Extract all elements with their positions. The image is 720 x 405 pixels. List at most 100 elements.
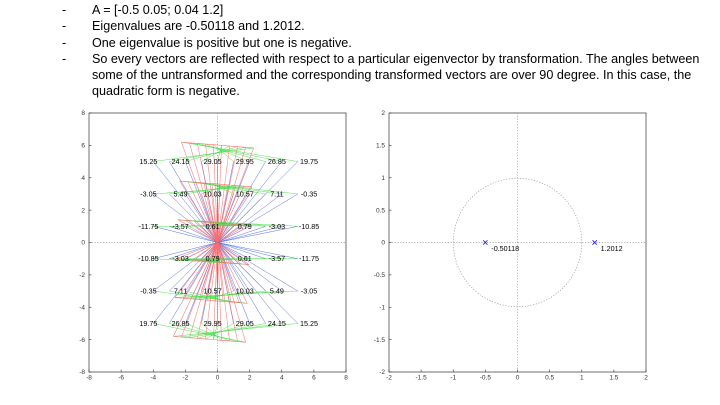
transformed-row-link <box>195 181 204 184</box>
transformed-row-link <box>194 220 203 223</box>
transformed-row-link <box>234 224 243 226</box>
transformed-row-link <box>202 221 211 223</box>
connector-line <box>197 143 266 162</box>
connector-line <box>185 323 230 342</box>
quadratic-value-label: 5.49 <box>174 189 188 198</box>
connector-line <box>153 147 254 162</box>
y-tick-label: 6 <box>81 143 85 150</box>
y-tick-label: -1.5 <box>374 337 386 344</box>
y-tick-label: 0 <box>381 240 385 247</box>
transformed-vector <box>178 219 218 243</box>
transformed-row-link <box>216 261 225 263</box>
transformed-row-link <box>231 301 240 304</box>
quadratic-value-label: 0.79 <box>238 222 252 231</box>
connector-line <box>197 323 250 339</box>
original-vector <box>153 161 218 243</box>
quadratic-value-label: -11.75 <box>299 254 319 263</box>
transformed-vector <box>174 242 218 298</box>
quadratic-value-label: -3.57 <box>172 222 188 231</box>
original-vector <box>217 193 298 243</box>
transformed-vector <box>217 186 253 243</box>
transformed-row-link <box>184 259 193 261</box>
quadratic-value-label: 15.25 <box>300 319 318 328</box>
x-tick-label: -4 <box>150 375 156 382</box>
quadratic-value-label: 19.75 <box>300 157 318 166</box>
x-tick-label: 6 <box>312 375 316 382</box>
transformed-row-link <box>189 142 198 144</box>
transformed-row-link <box>226 223 235 225</box>
transformed-row-link <box>227 184 236 186</box>
transformed-row-link <box>242 224 251 226</box>
connector-line <box>186 220 282 227</box>
transformed-vector <box>184 242 218 260</box>
quadratic-value-label: 29.95 <box>236 157 254 166</box>
transformed-vector <box>194 220 218 243</box>
unit-circle <box>452 177 583 308</box>
transformed-vector <box>217 147 254 243</box>
marker-stroke <box>482 239 488 246</box>
transformed-row-link <box>205 143 214 146</box>
transformed-vector <box>217 146 238 243</box>
quadratic-value-label: 26.85 <box>268 157 286 166</box>
original-vector <box>169 242 218 324</box>
transformed-vector <box>187 181 218 243</box>
bullet-item: - One eigenvalue is positive but one is n… <box>62 35 712 51</box>
bullet-item: - A = [-0.5 0.05; 0.04 1.2] <box>62 2 712 18</box>
x-tick-label: -6 <box>118 375 124 382</box>
marker-stroke <box>592 239 598 246</box>
transformed-vector <box>217 242 248 304</box>
bullet-item: - Eigenvalues are -0.50118 and 1.2012. <box>62 18 712 34</box>
transformed-row-link <box>208 260 217 263</box>
transformed-row-link <box>240 263 249 265</box>
original-vector <box>185 161 218 243</box>
transformed-vector <box>217 223 219 243</box>
transformed-row-link <box>173 336 182 338</box>
transformed-row-link <box>187 181 196 183</box>
connector-line <box>205 143 250 162</box>
connector-line <box>153 323 246 343</box>
original-vector <box>185 242 218 292</box>
y-tick-label: 1.5 <box>376 143 385 150</box>
transformed-row-link <box>197 338 206 340</box>
transformed-vector <box>202 221 218 243</box>
transformed-row-link <box>186 220 195 222</box>
transformed-vector <box>217 225 251 243</box>
x-tick-label: 1 <box>580 375 584 382</box>
transformed-row-link <box>197 143 206 145</box>
transformed-row-link <box>210 222 219 224</box>
transformed-vector <box>203 182 218 243</box>
eigenvalue-marker <box>482 239 488 246</box>
connector-line <box>173 323 298 337</box>
transformed-row-link <box>213 339 222 341</box>
transformed-row-link <box>190 298 200 300</box>
bullet-dash: - <box>62 51 67 66</box>
transformed-row-link <box>213 144 222 146</box>
quadratic-value-label: -3.05 <box>301 287 317 296</box>
y-tick-label: 0 <box>81 240 85 247</box>
connector-line <box>201 223 227 227</box>
connector-line <box>169 323 238 342</box>
transformed-row-link <box>239 302 248 304</box>
y-tick-label: 2 <box>381 110 385 117</box>
original-vector <box>217 193 250 243</box>
quadratic-value-label: 10.57 <box>236 189 254 198</box>
quadratic-value-label: -10.85 <box>138 254 158 263</box>
transformed-vector <box>217 242 240 303</box>
quadratic-value-label: -10.85 <box>299 222 319 231</box>
transformed-row-link <box>219 183 228 186</box>
transformed-row-link <box>235 185 245 187</box>
original-vector <box>169 226 218 243</box>
original-vector <box>217 242 250 324</box>
original-vector <box>217 226 266 243</box>
quadratic-value-label: 0.79 <box>206 254 220 263</box>
bullet-text: Eigenvalues are -0.50118 and 1.2012. <box>92 19 305 34</box>
transformed-row-link <box>245 147 254 149</box>
connector-line <box>174 290 298 298</box>
quadratic-value-label: 19.75 <box>139 319 157 328</box>
bullet-text: So every vectors are reflected with resp… <box>92 51 700 99</box>
y-tick-label: 4 <box>81 175 85 182</box>
transformed-row-link <box>221 339 230 342</box>
transformed-vector <box>217 184 229 243</box>
x-tick-label: 2 <box>644 375 648 382</box>
connector-line <box>181 141 298 162</box>
